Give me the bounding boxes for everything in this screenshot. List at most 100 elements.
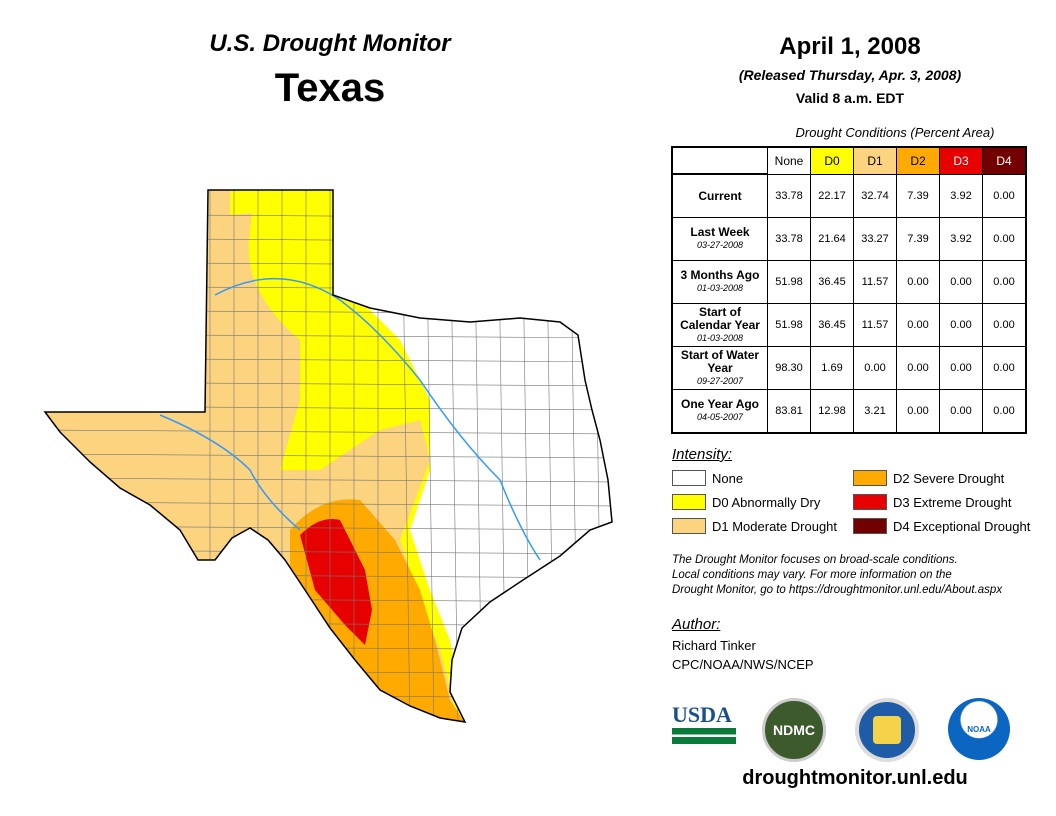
legend-item: D2 Severe Drought: [853, 470, 1004, 486]
cell-value: 11.57: [853, 303, 897, 347]
river: [159, 414, 301, 531]
legend-swatch: [853, 494, 887, 510]
cell-value: 83.81: [767, 389, 811, 434]
legend-swatch: [672, 518, 706, 534]
cell-value: 21.64: [810, 217, 854, 261]
legend-title: Intensity:: [672, 446, 733, 463]
county-line: [45, 717, 612, 722]
legend-item: None: [672, 470, 743, 486]
cell-value: 32.74: [853, 173, 897, 218]
row-label: Last Week 03-27-2008: [671, 217, 768, 261]
table-row: Start of Calendar Year 01-03-2008 51.98 36.…: [671, 303, 1027, 347]
cell-value: 0.00: [982, 346, 1027, 390]
legend-swatch: [672, 494, 706, 510]
cell-value: 0.00: [939, 303, 983, 347]
cell-value: 11.57: [853, 260, 897, 304]
row-label: Start of Water Year 09-27-2007: [671, 346, 768, 390]
region-title: Texas: [274, 66, 386, 110]
cell-value: 3.92: [939, 173, 983, 218]
legend-swatch: [672, 470, 706, 486]
col-d3: D3: [939, 146, 983, 175]
row-date: 01-03-2008: [696, 283, 744, 293]
county-line: [45, 669, 612, 675]
product-title: U.S. Drought Monitor: [209, 30, 451, 57]
cell-value: 0.00: [939, 260, 983, 304]
legend-item: D3 Extreme Drought: [853, 494, 1012, 510]
author-name: Richard Tinker: [672, 638, 756, 653]
note-line: The Drought Monitor focuses on broad-sca…: [672, 554, 958, 566]
cell-value: 51.98: [767, 303, 811, 347]
cell-value: 33.78: [767, 173, 811, 218]
table-row: 3 Months Ago 01-03-2008 51.98 36.45 11.57 0.0…: [671, 260, 1027, 304]
col-none: None: [767, 146, 811, 175]
table-row: Current 33.78 22.17 32.74 7.39 3.92 0.00: [671, 173, 1027, 218]
legend-item: D4 Exceptional Drought: [853, 518, 1030, 534]
county-line: [618, 190, 626, 730]
cell-value: 33.78: [767, 217, 811, 261]
county-line: [45, 453, 612, 459]
cell-value: 0.00: [982, 303, 1027, 347]
row-date: 09-27-2007: [696, 375, 744, 386]
cell-value: 0.00: [896, 260, 940, 304]
row-date: 01-03-2008: [696, 332, 744, 343]
cell-value: 0.00: [939, 346, 983, 390]
cell-value: 0.00: [982, 260, 1027, 304]
noaa-logo: NOAA: [948, 698, 1010, 760]
map-date: April 1, 2008: [779, 33, 921, 60]
cell-value: 0.00: [896, 303, 940, 347]
county-line: [45, 693, 612, 699]
disclaimer: The Drought Monitor focuses on broad-sca…: [672, 553, 1002, 598]
row-label: 3 Months Ago 01-03-2008: [671, 260, 768, 304]
legend-item: D1 Moderate Drought: [672, 518, 837, 534]
cell-value: 7.39: [896, 217, 940, 261]
note-line: Local conditions may vary. For more info…: [672, 569, 952, 581]
row-date: 03-27-2008: [696, 240, 744, 250]
valid-time: Valid 8 a.m. EDT: [795, 90, 905, 106]
release-date: (Released Thursday, Apr. 3, 2008): [738, 67, 962, 83]
col-d4: D4: [982, 146, 1027, 175]
texas-drought-map: [44, 189, 626, 730]
row-label: One Year Ago 04-05-2007: [671, 389, 768, 434]
table-row: One Year Ago 04-05-2007 83.81 12.98 3.21 0.00…: [671, 389, 1027, 434]
cell-value: 0.00: [896, 389, 940, 434]
cell-value: 0.00: [982, 389, 1027, 434]
col-d0: D0: [810, 146, 854, 175]
cell-value: 0.00: [853, 346, 897, 390]
cell-value: 36.45: [810, 303, 854, 347]
county-line: [45, 477, 612, 483]
col-d2: D2: [896, 146, 940, 175]
cell-value: 0.00: [982, 173, 1027, 218]
cell-value: 3.21: [853, 389, 897, 434]
county-line: [45, 645, 612, 651]
drought-table: None D0 D1 D2 D3 D4 Current 33.78 22.17 32.…: [671, 146, 1027, 434]
river: [214, 278, 541, 561]
cell-value: 0.00: [896, 346, 940, 390]
cell-value: 0.00: [939, 389, 983, 434]
author-title: Author:: [672, 616, 721, 633]
ndmc-logo: NDMC: [762, 698, 826, 762]
legend-swatch: [853, 518, 887, 534]
usda-logo: USDA: [672, 702, 736, 744]
doc-seal-logo: [855, 698, 919, 762]
table-row: Last Week 03-27-2008 33.78 21.64 33.27 7.39 3.…: [671, 217, 1027, 261]
county-line: [45, 429, 612, 435]
cell-value: 36.45: [810, 260, 854, 304]
cell-value: 51.98: [767, 260, 811, 304]
legend-swatch: [853, 470, 887, 486]
note-line: Drought Monitor, go to https://droughtmo…: [672, 584, 1003, 596]
table-row: Start of Water Year 09-27-2007 98.30 1.69 0.…: [671, 346, 1027, 390]
cell-value: 0.00: [982, 217, 1027, 261]
row-label: Start of Calendar Year 01-03-2008: [671, 303, 768, 347]
row-date: 04-05-2007: [696, 412, 744, 422]
row-label: Current: [671, 173, 768, 218]
table-title: Drought Conditions (Percent Area): [795, 125, 995, 140]
legend-item: D0 Abnormally Dry: [672, 494, 820, 510]
cell-value: 22.17: [810, 173, 854, 218]
author-org: CPC/NOAA/NWS/NCEP: [672, 657, 814, 672]
website-url[interactable]: droughtmonitor.unl.edu: [742, 767, 968, 789]
cell-value: 33.27: [853, 217, 897, 261]
cell-value: 12.98: [810, 389, 854, 434]
cell-value: 1.69: [810, 346, 854, 390]
cell-value: 98.30: [767, 346, 811, 390]
col-d1: D1: [853, 146, 897, 175]
